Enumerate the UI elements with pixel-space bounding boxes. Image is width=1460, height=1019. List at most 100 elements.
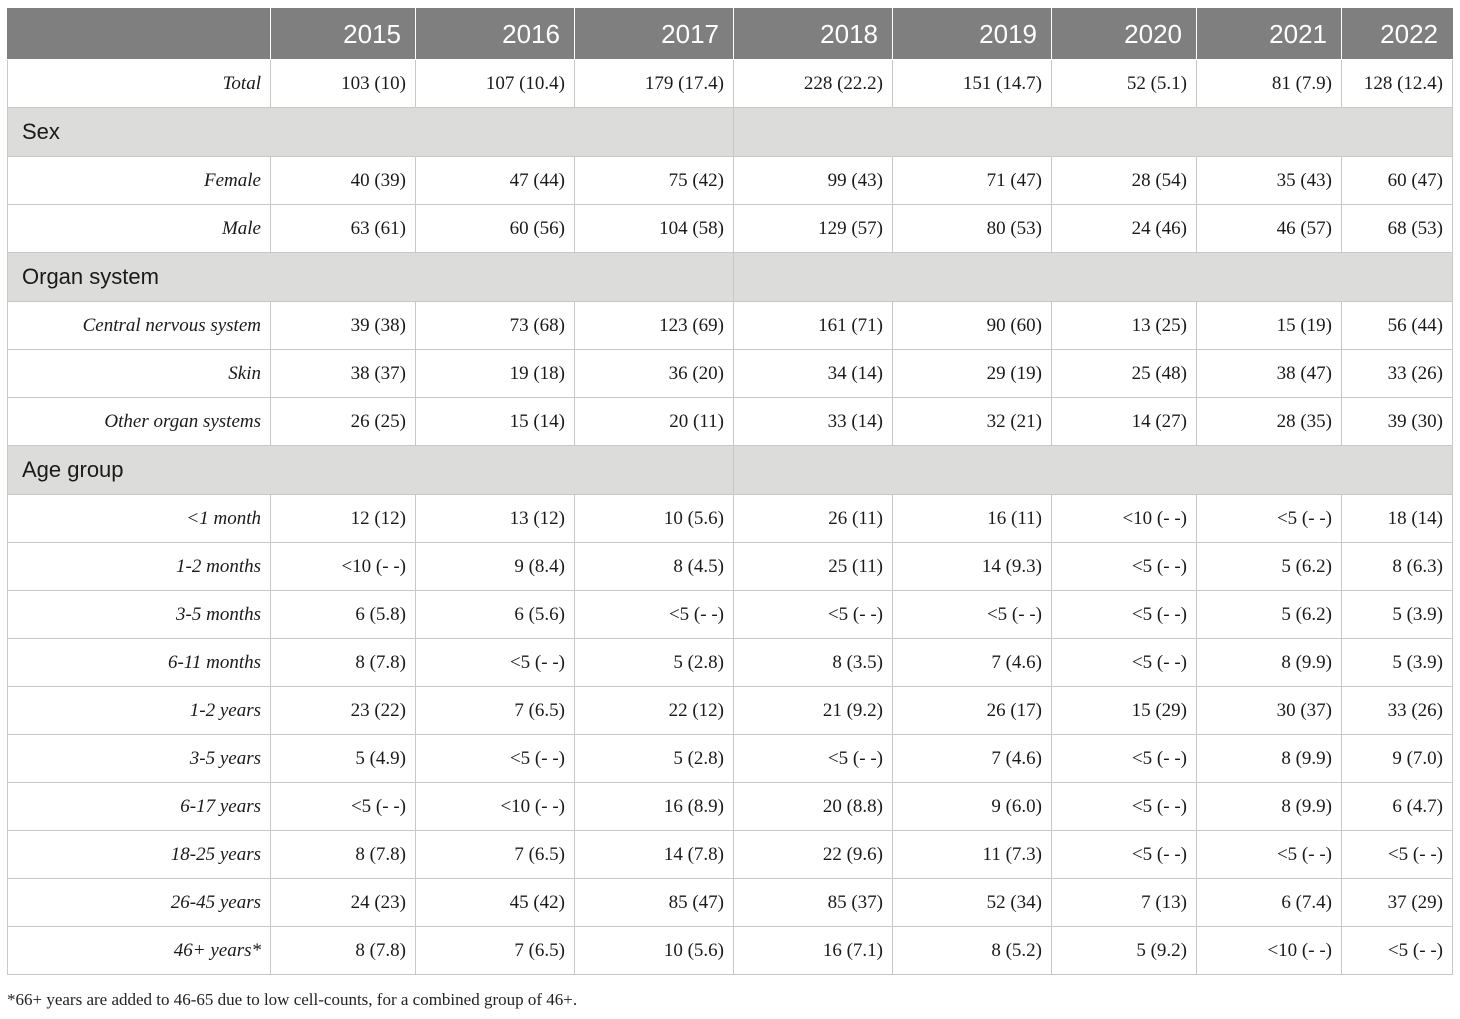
row-label: 3-5 years [7, 734, 271, 783]
table-cell: <5 (- -) [415, 638, 575, 687]
table-cell: <5 (- -) [892, 590, 1052, 639]
table-cell: 24 (23) [270, 878, 416, 927]
table-cell: 9 (6.0) [892, 782, 1052, 831]
section-fill [733, 252, 1453, 302]
table-cell: 45 (42) [415, 878, 575, 927]
table-row: 6-17 years <5 (- -) <10 (- -) 16 (8.9) 20 (8… [7, 782, 1453, 831]
table-row: 6-11 months 8 (7.8) <5 (- -) 5 (2.8) 8 (3.5)… [7, 638, 1453, 687]
table-cell: 18 (14) [1341, 494, 1453, 543]
table-cell: <5 (- -) [1051, 590, 1197, 639]
table-cell: <5 (- -) [1341, 926, 1453, 975]
table-cell: 90 (60) [892, 301, 1052, 350]
table-row: 1-2 months <10 (- -) 9 (8.4) 8 (4.5) 25 (11)… [7, 542, 1453, 591]
table-cell: 6 (7.4) [1196, 878, 1342, 927]
table-cell: 23 (22) [270, 686, 416, 735]
table-cell: 15 (29) [1051, 686, 1197, 735]
header-cell-year: 2021 [1196, 8, 1342, 60]
table-cell: <10 (- -) [415, 782, 575, 831]
table-cell: 10 (5.6) [574, 926, 734, 975]
table-cell: 11 (7.3) [892, 830, 1052, 879]
table-cell: 5 (9.2) [1051, 926, 1197, 975]
table-cell: 22 (9.6) [733, 830, 893, 879]
table-cell: <5 (- -) [1051, 782, 1197, 831]
table-cell: 5 (6.2) [1196, 590, 1342, 639]
table-cell: 9 (8.4) [415, 542, 575, 591]
table-cell: 30 (37) [1196, 686, 1342, 735]
table-cell: <5 (- -) [1196, 830, 1342, 879]
row-label: 46+ years* [7, 926, 271, 975]
table-row: 3-5 years 5 (4.9) <5 (- -) 5 (2.8) <5 (- -) 7… [7, 734, 1453, 783]
table-cell: 228 (22.2) [733, 59, 893, 108]
row-label: Central nervous system [7, 301, 271, 350]
table-cell: <5 (- -) [733, 734, 893, 783]
table-cell: 15 (14) [415, 397, 575, 446]
section-title: Sex [7, 107, 734, 157]
table-cell: 129 (57) [733, 204, 893, 253]
table-cell: 33 (26) [1341, 686, 1453, 735]
table-cell: 37 (29) [1341, 878, 1453, 927]
table-cell: 123 (69) [574, 301, 734, 350]
table-cell: 39 (38) [270, 301, 416, 350]
table-cell: 16 (8.9) [574, 782, 734, 831]
table-cell: <10 (- -) [270, 542, 416, 591]
table-cell: 151 (14.7) [892, 59, 1052, 108]
table-cell: 38 (47) [1196, 349, 1342, 398]
table-cell: 60 (47) [1341, 156, 1453, 205]
table-body: Total 103 (10) 107 (10.4) 179 (17.4) 228 (2… [7, 59, 1453, 975]
table-cell: 7 (13) [1051, 878, 1197, 927]
table-cell: 28 (35) [1196, 397, 1342, 446]
table-cell: 52 (5.1) [1051, 59, 1197, 108]
section-row: Sex [7, 107, 1453, 157]
table-cell: 25 (11) [733, 542, 893, 591]
row-label: 6-17 years [7, 782, 271, 831]
table-cell: <5 (- -) [415, 734, 575, 783]
total-row: Total 103 (10) 107 (10.4) 179 (17.4) 228 (2… [7, 59, 1453, 108]
table-cell: 8 (7.8) [270, 638, 416, 687]
row-label: 26-45 years [7, 878, 271, 927]
table-cell: 13 (25) [1051, 301, 1197, 350]
table-cell: 10 (5.6) [574, 494, 734, 543]
row-label: Other organ systems [7, 397, 271, 446]
table-cell: <5 (- -) [1196, 494, 1342, 543]
table-cell: <5 (- -) [1051, 830, 1197, 879]
table-cell: 29 (19) [892, 349, 1052, 398]
table-row: 26-45 years 24 (23) 45 (42) 85 (47) 85 (37) 5… [7, 878, 1453, 927]
table-cell: 60 (56) [415, 204, 575, 253]
table-cell: 7 (4.6) [892, 734, 1052, 783]
table-cell: 7 (6.5) [415, 686, 575, 735]
table-cell: 7 (6.5) [415, 830, 575, 879]
table-cell: 34 (14) [733, 349, 893, 398]
table-cell: <5 (- -) [1051, 542, 1197, 591]
table-cell: 19 (18) [415, 349, 575, 398]
table-cell: 14 (7.8) [574, 830, 734, 879]
table-cell: 8 (3.5) [733, 638, 893, 687]
table-cell: 33 (26) [1341, 349, 1453, 398]
table-cell: 6 (5.8) [270, 590, 416, 639]
row-label: Skin [7, 349, 271, 398]
table-cell: 22 (12) [574, 686, 734, 735]
table-cell: 71 (47) [892, 156, 1052, 205]
table-cell: <10 (- -) [1196, 926, 1342, 975]
table-cell: 128 (12.4) [1341, 59, 1453, 108]
table-row: 3-5 months 6 (5.8) 6 (5.6) <5 (- -) <5 (- -)… [7, 590, 1453, 639]
table-cell: 5 (3.9) [1341, 590, 1453, 639]
table-cell: 7 (6.5) [415, 926, 575, 975]
table-cell: 24 (46) [1051, 204, 1197, 253]
table-cell: 26 (17) [892, 686, 1052, 735]
row-label: 1-2 months [7, 542, 271, 591]
header-cell-empty [7, 8, 271, 60]
table-cell: <5 (- -) [574, 590, 734, 639]
table-cell: <10 (- -) [1051, 494, 1197, 543]
section-fill [733, 107, 1453, 157]
table-cell: <5 (- -) [733, 590, 893, 639]
table-cell: 103 (10) [270, 59, 416, 108]
header-cell-year: 2016 [415, 8, 575, 60]
table-cell: 6 (5.6) [415, 590, 575, 639]
table-cell: 40 (39) [270, 156, 416, 205]
data-table: 2015 2016 2017 2018 2019 2020 2021 2022 Total 1… [7, 8, 1453, 975]
section-row: Age group [7, 445, 1453, 495]
table-cell: 14 (27) [1051, 397, 1197, 446]
table-row: 46+ years* 8 (7.8) 7 (6.5) 10 (5.6) 16 (7.1)… [7, 926, 1453, 975]
table-cell: 68 (53) [1341, 204, 1453, 253]
table-cell: 80 (53) [892, 204, 1052, 253]
